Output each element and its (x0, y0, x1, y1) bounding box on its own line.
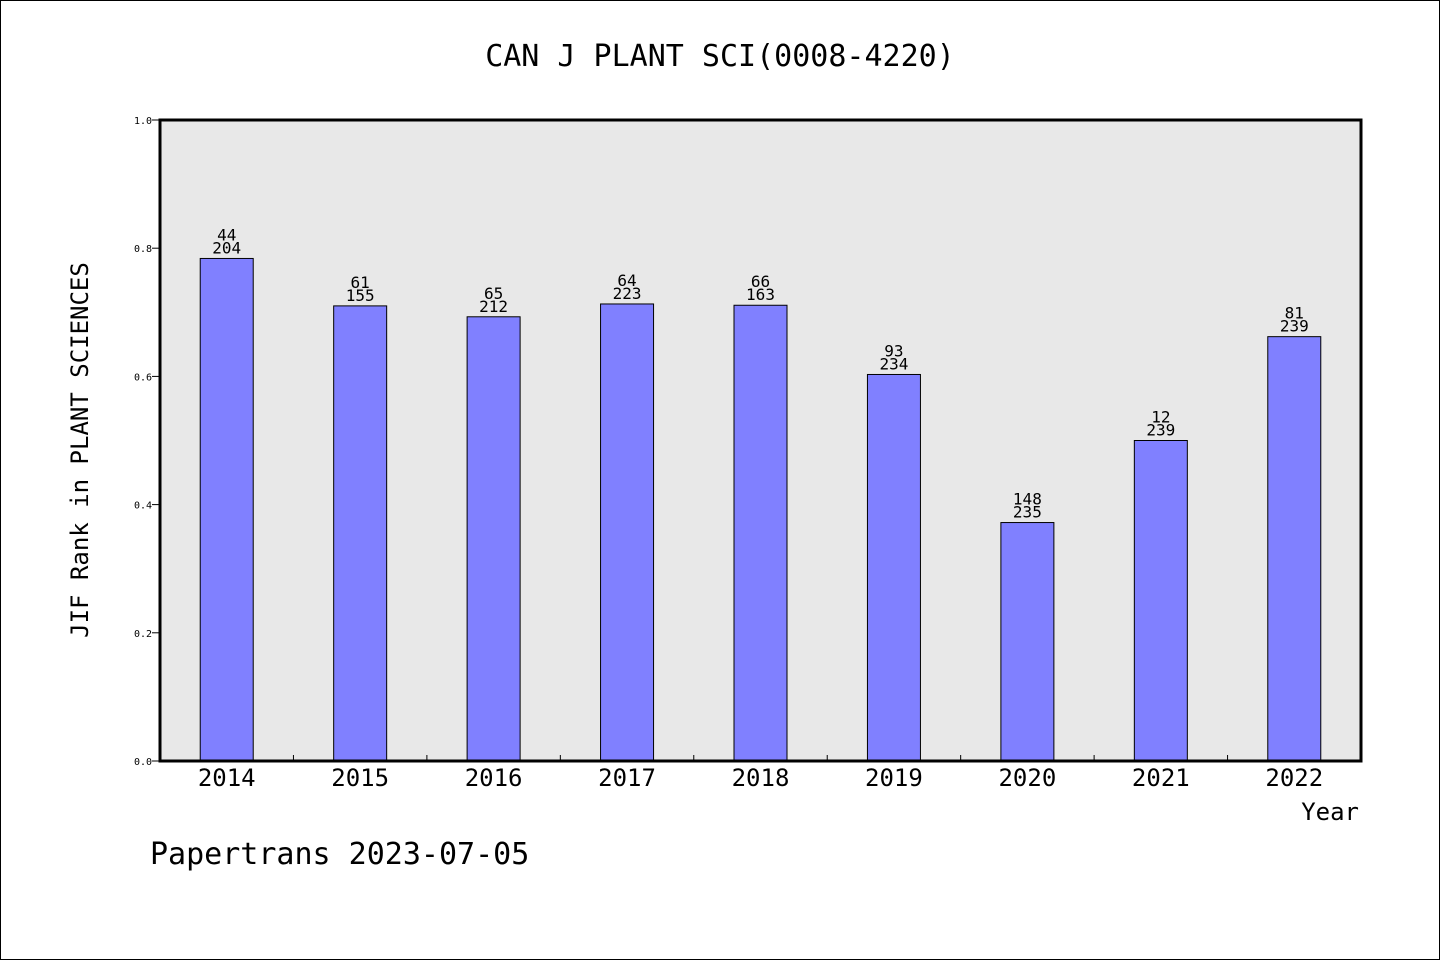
bar-rank-label: 64 (617, 271, 636, 290)
bar-total-label: 235 (1013, 503, 1042, 522)
bar-rank-label: 148 (1013, 490, 1042, 509)
bar-2017 (600, 303, 655, 762)
x-tick-label: 2016 (465, 764, 523, 792)
x-tick-label: 2022 (1265, 764, 1323, 792)
x-tick-label: 2020 (998, 764, 1056, 792)
y-tick-label: 0.8 (134, 244, 152, 255)
bar-2020 (1000, 522, 1055, 762)
bar-rank-label: 61 (351, 273, 370, 292)
bar-total-label: 212 (479, 297, 508, 316)
y-tick-label: 0.4 (134, 501, 152, 512)
bar-2016 (466, 316, 521, 762)
bar-2022 (1267, 336, 1322, 762)
x-tick-label: 2017 (598, 764, 656, 792)
chart-title: CAN J PLANT SCI(0008-4220) (485, 39, 955, 74)
bar-total-label: 234 (879, 354, 908, 373)
bar-total-label: 204 (212, 238, 241, 257)
y-tick-label: 0.2 (134, 629, 152, 640)
x-axis-label: Year (1301, 798, 1359, 826)
y-tick-label: 0.6 (134, 372, 152, 383)
bar-2021 (1133, 440, 1188, 762)
bar-rank-label: 66 (751, 272, 770, 291)
bar-2015 (333, 305, 388, 762)
bar-total-label: 239 (1280, 317, 1309, 336)
bar-total-label: 223 (613, 284, 642, 303)
bar-rank-label: 44 (217, 225, 236, 244)
plot-border (158, 118, 1363, 763)
y-tick-label: 1.0 (134, 116, 152, 127)
y-axis-label: JIF Rank in PLANT SCIENCES (66, 262, 94, 638)
bar-total-label: 239 (1146, 421, 1175, 440)
bar-2019 (866, 373, 921, 762)
x-tick-label: 2018 (732, 764, 790, 792)
bar-2014 (199, 257, 254, 762)
x-tick-label: 2014 (198, 764, 256, 792)
bar-rank-label: 65 (484, 284, 503, 303)
bar-rank-label: 12 (1151, 408, 1170, 427)
bar-total-label: 163 (746, 285, 775, 304)
footer-credit: Papertrans 2023-07-05 (150, 837, 529, 872)
x-axis: 2014 2015 2016 2017 2018 2019 2020 2021 2022 (198, 755, 1323, 792)
y-axis: 0.0 0.2 0.4 0.6 0.8 1.0 (134, 116, 160, 768)
x-tick-label: 2019 (865, 764, 923, 792)
bar-total-label: 155 (346, 286, 375, 305)
bar-2018 (733, 304, 788, 762)
y-tick-label: 0.0 (134, 757, 152, 768)
bar-rank-label: 93 (884, 341, 903, 360)
x-tick-label: 2021 (1132, 764, 1190, 792)
bar-rank-label: 81 (1285, 304, 1304, 323)
x-tick-label: 2015 (331, 764, 389, 792)
